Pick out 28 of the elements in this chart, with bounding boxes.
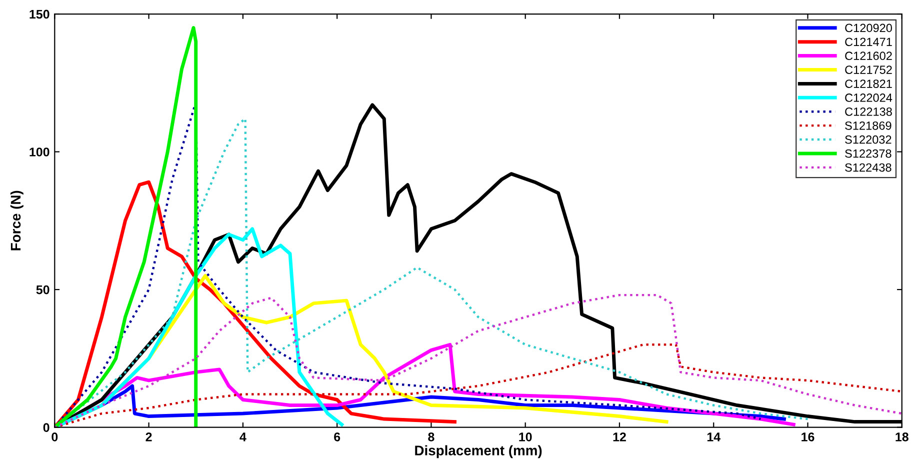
legend-label: C121602: [845, 52, 892, 60]
y-tick-label: 100: [30, 148, 50, 156]
legend-label: S122438: [845, 163, 892, 172]
x-tick-label: 16: [802, 432, 814, 442]
x-tick-label: 18: [896, 432, 908, 442]
x-tick-label: 0: [52, 432, 58, 442]
legend-label: S122378: [845, 149, 892, 158]
x-tick-label: 4: [240, 432, 246, 442]
y-axis-title: Force (N): [10, 190, 24, 250]
x-axis-title: Displacement (mm): [415, 445, 542, 458]
legend-label: C122138: [845, 108, 892, 116]
x-tick-label: 12: [613, 432, 626, 442]
legend-label: C121471: [845, 38, 892, 46]
x-tick-label: 8: [428, 432, 434, 442]
x-tick-label: 10: [519, 432, 532, 442]
x-tick-label: 14: [707, 432, 720, 442]
y-tick-label: 0: [43, 423, 50, 432]
legend-label: C121752: [845, 66, 892, 74]
line-series: [54, 26, 198, 428]
x-tick-label: 6: [334, 432, 340, 442]
y-tick-label: 150: [30, 10, 50, 19]
legend-label: S122032: [845, 135, 892, 144]
legend-label: C120920: [845, 24, 892, 32]
legend-label: C121821: [845, 80, 892, 88]
legend-label: C122024: [845, 94, 892, 102]
legend-label: S121869: [845, 121, 892, 130]
y-tick-label: 50: [36, 285, 50, 294]
x-tick-label: 2: [146, 432, 152, 442]
